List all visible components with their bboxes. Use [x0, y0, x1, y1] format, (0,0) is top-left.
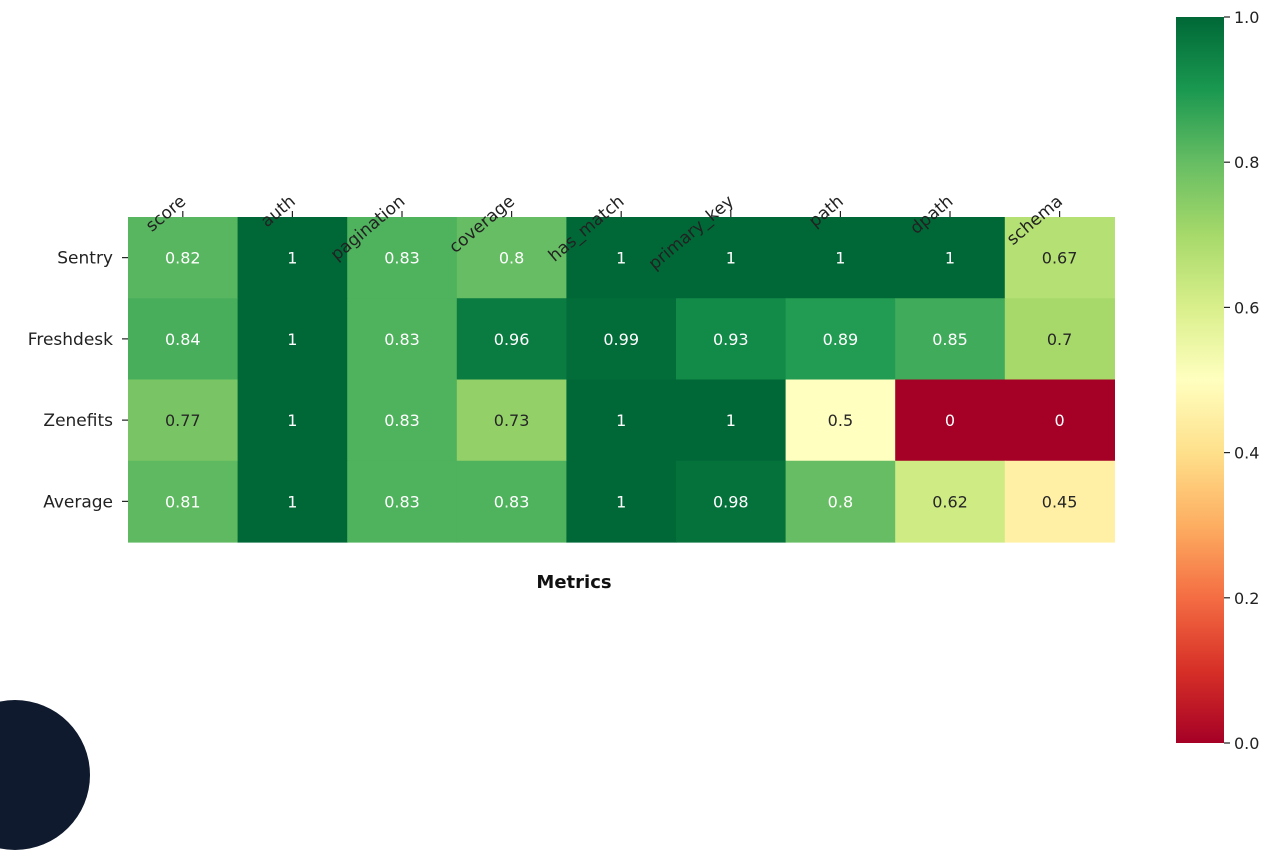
- cell-value-label: 0.83: [384, 411, 420, 430]
- heatmap-cell: [347, 379, 458, 462]
- x-axis-label: Metrics: [536, 572, 611, 593]
- heatmap-cell: [128, 379, 239, 462]
- colorbar-ticks: 0.0 0.2 0.4 0.6 0.8 1.0: [1224, 8, 1259, 753]
- cell-value-label: 0.98: [713, 492, 749, 511]
- heatmap-cell: [676, 217, 787, 299]
- row-labels: Sentry Freshdesk Zenefits Average: [28, 249, 128, 512]
- cell-value-label: 0.89: [823, 330, 859, 349]
- cell-value-label: 1: [287, 330, 297, 349]
- cell-value-label: 0.93: [713, 330, 749, 349]
- heatmap-cell: [566, 298, 677, 381]
- heatmap-cell: [895, 379, 1006, 462]
- colorbar-tick-label: 0.0: [1234, 734, 1259, 753]
- cell-value-label: 0.8: [828, 492, 853, 511]
- cell-value-label: 1: [616, 411, 626, 430]
- heatmap-cell: [676, 379, 787, 462]
- cell-value-label: 0.45: [1042, 492, 1078, 511]
- cell-value-label: 0.77: [165, 411, 201, 430]
- cell-value-label: 1: [616, 249, 626, 268]
- colorbar-tick-label: 0.6: [1234, 298, 1259, 317]
- cell-value-label: 0.83: [384, 249, 420, 268]
- cell-value-label: 0.73: [494, 411, 530, 430]
- row-label: Sentry: [57, 249, 113, 269]
- cell-value-label: 0.82: [165, 249, 201, 268]
- heatmap-cell: [237, 460, 348, 543]
- heatmap-cell: [128, 298, 239, 381]
- heatmap-cell: [1004, 460, 1115, 543]
- cell-value-label: 1: [835, 249, 845, 268]
- heatmap-cell: [895, 460, 1006, 543]
- heatmap-cells: 0.82 1 0.83 0.8 1 1 1 1 0.670.84 1 0.83 0.96 0.99 0.9…: [128, 217, 1115, 543]
- cell-value-label: 1: [287, 249, 297, 268]
- cell-value-label: 0: [1055, 411, 1065, 430]
- heatmap-cell: [347, 298, 458, 381]
- heatmap-cell: [566, 460, 677, 543]
- heatmap-cell: [785, 379, 896, 462]
- cell-value-label: 0.67: [1042, 249, 1078, 268]
- heatmap-cell: [785, 217, 896, 299]
- heatmap-cell: [237, 217, 348, 299]
- colorbar-tick-label: 0.4: [1234, 444, 1259, 463]
- cell-value-label: 1: [726, 249, 736, 268]
- heatmap-cell: [785, 460, 896, 543]
- cell-value-label: 0.7: [1047, 330, 1072, 349]
- heatmap-cell: [128, 217, 239, 299]
- row-label: Zenefits: [43, 411, 113, 431]
- cell-value-label: 1: [616, 492, 626, 511]
- colorbar-tick-label: 1.0: [1234, 8, 1259, 27]
- cell-value-label: 1: [945, 249, 955, 268]
- heatmap-cell: [347, 217, 458, 299]
- heatmap-cell: [347, 460, 458, 543]
- cell-value-label: 0.83: [384, 492, 420, 511]
- heatmap-cell: [456, 379, 567, 462]
- heatmap-cell: [128, 460, 239, 543]
- cell-value-label: 0.8: [499, 249, 524, 268]
- cell-value-label: 0.85: [932, 330, 968, 349]
- cell-value-label: 0.83: [494, 492, 530, 511]
- heatmap-cell: [1004, 217, 1115, 299]
- heatmap-cell: [566, 379, 677, 462]
- row-label: Average: [43, 492, 113, 512]
- heatmap-cell: [785, 298, 896, 381]
- cell-value-label: 0.62: [932, 492, 968, 511]
- heatmap-cell: [1004, 298, 1115, 381]
- heatmap-figure: 0.82 1 0.83 0.8 1 1 1 1 0.670.84 1 0.83 0.96 0.99 0.9…: [28, 8, 1260, 753]
- colorbar-gradient: [1176, 17, 1224, 743]
- heatmap-cell: [895, 298, 1006, 381]
- cell-value-label: 0.99: [603, 330, 639, 349]
- heatmap-cell: [1004, 379, 1115, 462]
- cell-value-label: 0: [945, 411, 955, 430]
- heatmap-cell: [566, 217, 677, 299]
- row-label: Freshdesk: [28, 330, 113, 350]
- colorbar: [1176, 17, 1224, 743]
- heatmap-cell: [676, 460, 787, 543]
- heatmap-cell: [456, 217, 567, 299]
- heatmap-cell: [237, 379, 348, 462]
- cell-value-label: 1: [287, 411, 297, 430]
- colorbar-tick-label: 0.2: [1234, 589, 1259, 608]
- colorbar-tick-label: 0.8: [1234, 153, 1259, 172]
- cell-value-label: 1: [726, 411, 736, 430]
- heatmap-cell: [456, 298, 567, 381]
- heatmap-cell: [456, 460, 567, 543]
- heatmap-cell: [676, 298, 787, 381]
- cell-value-label: 0.96: [494, 330, 530, 349]
- cell-value-label: 0.83: [384, 330, 420, 349]
- heatmap-cell: [237, 298, 348, 381]
- heatmap-cell: [895, 217, 1006, 299]
- cell-value-label: 0.5: [828, 411, 853, 430]
- cell-value-label: 0.84: [165, 330, 201, 349]
- cell-value-label: 1: [287, 492, 297, 511]
- cell-value-label: 0.81: [165, 492, 201, 511]
